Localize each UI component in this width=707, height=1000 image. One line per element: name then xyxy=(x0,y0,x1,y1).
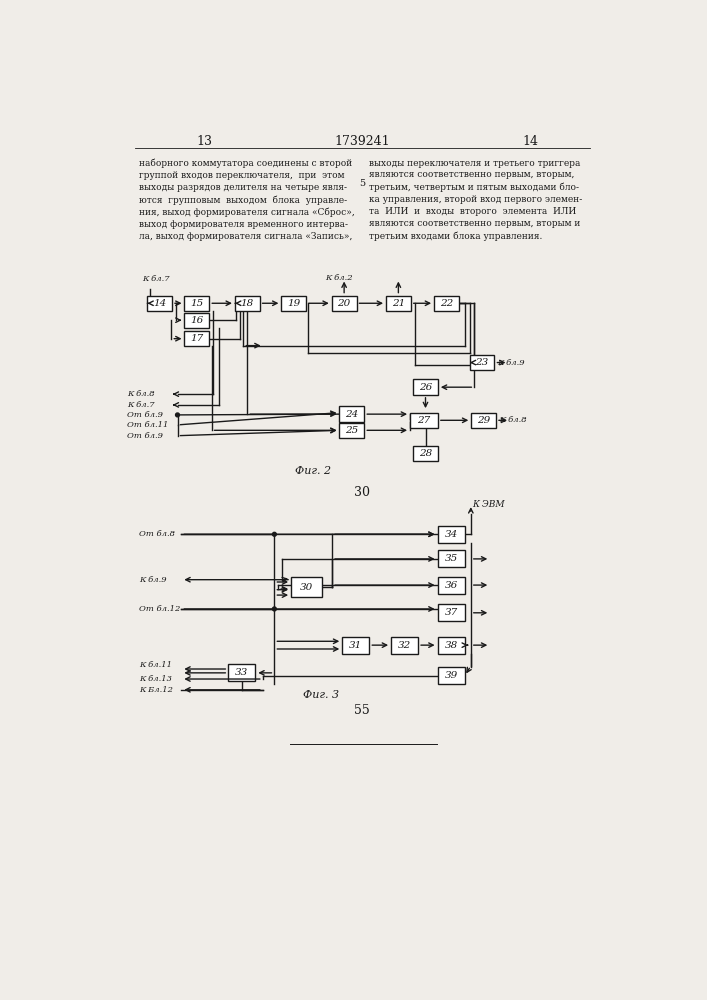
Text: 20: 20 xyxy=(337,299,351,308)
Circle shape xyxy=(272,607,276,611)
Bar xyxy=(410,413,438,428)
Text: 32: 32 xyxy=(398,641,411,650)
Text: 29: 29 xyxy=(477,416,490,425)
Bar xyxy=(438,577,464,594)
Text: К бл.8: К бл.8 xyxy=(127,390,155,398)
Text: 21: 21 xyxy=(392,299,405,308)
Text: К бл.8: К бл.8 xyxy=(499,416,527,424)
Bar xyxy=(235,296,259,311)
Bar xyxy=(438,667,464,684)
Text: К бл.13: К бл.13 xyxy=(139,675,172,683)
Text: 27: 27 xyxy=(417,416,431,425)
Text: От бл.9: От бл.9 xyxy=(127,411,163,419)
Bar xyxy=(339,423,364,438)
Text: 26: 26 xyxy=(419,383,432,392)
Text: наборного коммутатора соединены с второй
группой входов переключателя,  при  это: наборного коммутатора соединены с второй… xyxy=(139,158,354,241)
Bar xyxy=(147,296,172,311)
Text: 38: 38 xyxy=(445,641,457,650)
Text: выходы переключателя и третьего триггера
являются соответственно первым, вторым,: выходы переключателя и третьего триггера… xyxy=(369,158,582,241)
Bar xyxy=(413,446,438,461)
Text: К бл.7: К бл.7 xyxy=(143,275,170,283)
Bar xyxy=(281,296,306,311)
Bar xyxy=(438,604,464,621)
Text: 15: 15 xyxy=(190,299,204,308)
Text: 16: 16 xyxy=(190,316,204,325)
Text: Фиг. 2: Фиг. 2 xyxy=(295,466,331,476)
Text: К бл.9: К бл.9 xyxy=(498,359,525,367)
Bar xyxy=(185,331,209,346)
Bar xyxy=(438,637,464,654)
Text: 18: 18 xyxy=(240,299,254,308)
Text: 14: 14 xyxy=(153,299,166,308)
Bar xyxy=(472,413,496,428)
Bar xyxy=(332,296,356,311)
Bar xyxy=(413,379,438,395)
Text: 17: 17 xyxy=(190,334,204,343)
Text: 24: 24 xyxy=(345,410,358,419)
Text: К бл.9: К бл.9 xyxy=(139,576,166,584)
Text: 28: 28 xyxy=(419,449,432,458)
Bar xyxy=(342,637,369,654)
Text: 30: 30 xyxy=(354,486,370,499)
Text: 37: 37 xyxy=(445,608,457,617)
Text: 19: 19 xyxy=(287,299,300,308)
Text: 1739241: 1739241 xyxy=(334,135,390,148)
Bar xyxy=(438,550,464,567)
Text: 5: 5 xyxy=(359,179,365,188)
Bar xyxy=(469,355,494,370)
Text: Фиг. 3: Фиг. 3 xyxy=(303,690,339,700)
Circle shape xyxy=(175,413,180,417)
Text: 22: 22 xyxy=(440,299,453,308)
Bar xyxy=(185,312,209,328)
Bar xyxy=(434,296,459,311)
Text: 39: 39 xyxy=(445,671,457,680)
Text: 13: 13 xyxy=(197,135,213,148)
Text: 14: 14 xyxy=(522,135,538,148)
Bar xyxy=(228,664,255,681)
Text: К Бл.12: К Бл.12 xyxy=(139,686,173,694)
Bar xyxy=(291,577,322,597)
Text: К бл.11: К бл.11 xyxy=(139,661,172,669)
Text: От бл.8: От бл.8 xyxy=(139,530,175,538)
Bar xyxy=(339,406,364,422)
Text: К бл.7: К бл.7 xyxy=(127,401,155,409)
Text: От бл.12: От бл.12 xyxy=(139,605,180,613)
Text: 25: 25 xyxy=(345,426,358,435)
Text: 23: 23 xyxy=(475,358,489,367)
Text: От бл.11: От бл.11 xyxy=(127,421,168,429)
Bar xyxy=(185,296,209,311)
Text: 34: 34 xyxy=(445,530,457,539)
Text: 30: 30 xyxy=(300,583,313,592)
Bar xyxy=(386,296,411,311)
Text: К ЭВМ: К ЭВМ xyxy=(472,500,505,509)
Bar xyxy=(438,526,464,543)
Circle shape xyxy=(272,532,276,536)
Text: 31: 31 xyxy=(349,641,363,650)
Bar xyxy=(391,637,418,654)
Text: 35: 35 xyxy=(445,554,457,563)
Text: К бл.2: К бл.2 xyxy=(325,274,352,282)
Text: От бл.9: От бл.9 xyxy=(127,432,163,440)
Text: 33: 33 xyxy=(235,668,248,677)
Text: 55: 55 xyxy=(354,704,370,717)
Text: 36: 36 xyxy=(445,581,457,590)
